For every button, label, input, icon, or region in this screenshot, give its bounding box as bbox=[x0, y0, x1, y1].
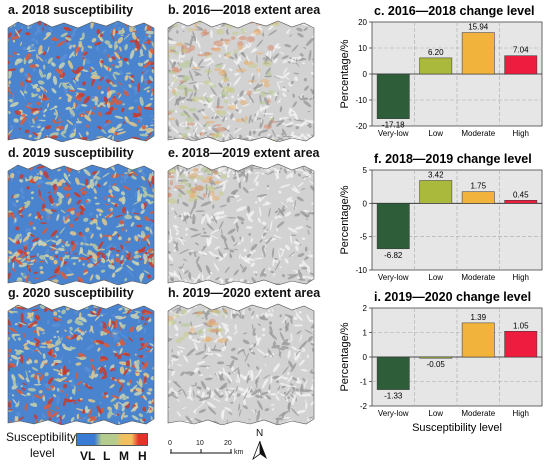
x-tick-label: Very-low bbox=[378, 129, 409, 138]
y-tick-label: 20 bbox=[358, 18, 367, 27]
data-label: 3.42 bbox=[428, 171, 444, 180]
bar-very-low bbox=[376, 203, 410, 250]
x-tick-label: Low bbox=[428, 129, 443, 138]
bar-moderate bbox=[461, 322, 495, 358]
x-tick-label: High bbox=[513, 129, 529, 138]
data-label: 1.05 bbox=[513, 321, 529, 330]
bar-moderate bbox=[461, 191, 495, 204]
data-label: -0.05 bbox=[427, 360, 446, 369]
y-axis-label: Percentage/% bbox=[339, 39, 351, 108]
chart-title: c. 2016—2018 change level bbox=[374, 4, 535, 18]
bar-low bbox=[419, 57, 453, 75]
y-axis-label: Percentage/% bbox=[339, 185, 351, 254]
x-tick-label: Moderate bbox=[461, 273, 495, 282]
bar-low bbox=[419, 356, 453, 359]
legend-title-line1: Susceptibility bbox=[6, 430, 77, 444]
map-title-d: d. 2019 susceptibility bbox=[8, 146, 134, 160]
scale-tick-0: 0 bbox=[168, 440, 172, 447]
y-tick-label: -20 bbox=[355, 122, 367, 131]
x-tick-label: Low bbox=[428, 273, 443, 282]
data-label: 0.45 bbox=[513, 190, 529, 199]
map-title-e: e. 2018—2019 extent area bbox=[168, 146, 320, 160]
y-tick-label: 0 bbox=[363, 199, 368, 208]
legend-color-ramp bbox=[76, 433, 148, 446]
y-tick-label: 0 bbox=[363, 353, 368, 362]
scale-unit: km bbox=[234, 449, 244, 456]
map-title-h: h. 2019—2020 extent area bbox=[168, 286, 321, 300]
extent-area-map-2019-2020 bbox=[166, 301, 316, 425]
y-tick-label: -10 bbox=[355, 96, 367, 105]
extent-area-map-2018-2019 bbox=[166, 161, 316, 285]
legend-title-line2: level bbox=[30, 446, 55, 460]
legend-label-vl: VL bbox=[80, 449, 96, 463]
x-tick-label: Low bbox=[428, 409, 443, 418]
extent-area-map-2016-2018 bbox=[166, 18, 316, 142]
data-label: 1.39 bbox=[470, 313, 486, 322]
legend-label-m: M bbox=[119, 449, 129, 463]
data-label: 7.04 bbox=[513, 46, 529, 55]
x-tick-label: High bbox=[513, 273, 529, 282]
bar-high bbox=[504, 331, 538, 358]
bar-very-low bbox=[376, 356, 410, 390]
change-level-chart-2018-2019: f. 2018—2019 change level -10 -5 0 5 Percenta… bbox=[339, 152, 543, 282]
x-tick-label: Very-low bbox=[378, 409, 409, 418]
data-label: -6.82 bbox=[384, 251, 403, 260]
y-tick-label: 1 bbox=[363, 329, 368, 338]
y-axis-label: Percentage/% bbox=[339, 322, 351, 391]
y-tick-label: -2 bbox=[360, 402, 368, 411]
y-tick-label: -5 bbox=[360, 233, 368, 242]
bar-high bbox=[504, 55, 538, 75]
x-tick-label: Moderate bbox=[461, 409, 495, 418]
x-tick-label: Moderate bbox=[461, 129, 495, 138]
chart-title: i. 2019—2020 change level bbox=[374, 290, 531, 304]
susceptibility-map-2019 bbox=[6, 161, 156, 285]
chart-title: f. 2018—2019 change level bbox=[374, 152, 532, 166]
change-level-chart-2019-2020: i. 2019—2020 change level -2 -1 0 1 2 Percenta… bbox=[339, 290, 543, 434]
bar-low bbox=[419, 180, 453, 204]
y-tick-label: 5 bbox=[363, 166, 368, 175]
bar-very-low bbox=[376, 73, 410, 119]
bar-moderate bbox=[461, 32, 495, 75]
data-label: 1.75 bbox=[470, 182, 486, 191]
y-tick-label: 0 bbox=[363, 70, 368, 79]
data-label: -17.18 bbox=[382, 121, 405, 130]
map-title-a: a. 2018 susceptibility bbox=[8, 3, 134, 17]
map-title-b: b. 2016—2018 extent area bbox=[168, 3, 321, 17]
legend-label-h: H bbox=[138, 449, 147, 463]
data-label: 6.20 bbox=[428, 48, 444, 57]
susceptibility-map-2018 bbox=[6, 18, 156, 142]
legend-label-l: L bbox=[103, 449, 111, 463]
north-label: N bbox=[256, 428, 264, 439]
y-tick-label: -1 bbox=[360, 378, 368, 387]
x-tick-label: Very-low bbox=[378, 273, 409, 282]
y-tick-label: 10 bbox=[358, 44, 367, 53]
scale-tick-20: 20 bbox=[224, 440, 232, 447]
y-tick-label: 2 bbox=[363, 304, 368, 313]
change-level-chart-2016-2018: c. 2016—2018 change level -20 -10 0 10 20 Perc… bbox=[339, 4, 543, 138]
scale-bar-icon bbox=[170, 449, 232, 454]
bar-high bbox=[504, 200, 538, 204]
north-arrow-icon bbox=[252, 441, 267, 461]
data-label: 15.94 bbox=[468, 23, 489, 32]
susceptibility-map-2020 bbox=[6, 301, 156, 425]
scale-tick-10: 10 bbox=[196, 440, 204, 447]
x-axis-label: Susceptibility level bbox=[412, 422, 502, 434]
map-title-g: g. 2020 susceptibility bbox=[8, 286, 134, 300]
y-tick-label: -10 bbox=[355, 266, 367, 275]
data-label: -1.33 bbox=[384, 392, 403, 401]
x-tick-label: High bbox=[513, 409, 529, 418]
